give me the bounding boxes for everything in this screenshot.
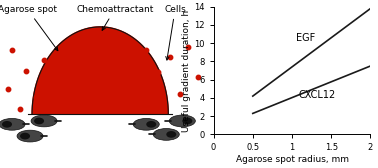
- Text: EGF: EGF: [296, 33, 315, 43]
- Text: Cells: Cells: [164, 5, 186, 60]
- Text: Chemoattractant: Chemoattractant: [76, 5, 153, 30]
- Ellipse shape: [0, 118, 25, 130]
- Ellipse shape: [166, 131, 176, 138]
- Ellipse shape: [133, 118, 159, 130]
- Ellipse shape: [182, 118, 192, 124]
- Polygon shape: [32, 27, 168, 114]
- Text: CXCL12: CXCL12: [298, 90, 336, 100]
- Ellipse shape: [34, 118, 44, 124]
- Ellipse shape: [20, 133, 30, 139]
- Ellipse shape: [153, 129, 179, 140]
- Text: Agarose spot: Agarose spot: [0, 5, 58, 51]
- Ellipse shape: [169, 115, 195, 127]
- Ellipse shape: [17, 130, 43, 142]
- Y-axis label: Useful gradient duration, h: Useful gradient duration, h: [182, 10, 191, 132]
- Ellipse shape: [2, 121, 12, 128]
- X-axis label: Agarose spot radius, mm: Agarose spot radius, mm: [235, 155, 349, 164]
- Ellipse shape: [146, 121, 156, 128]
- Ellipse shape: [31, 115, 57, 127]
